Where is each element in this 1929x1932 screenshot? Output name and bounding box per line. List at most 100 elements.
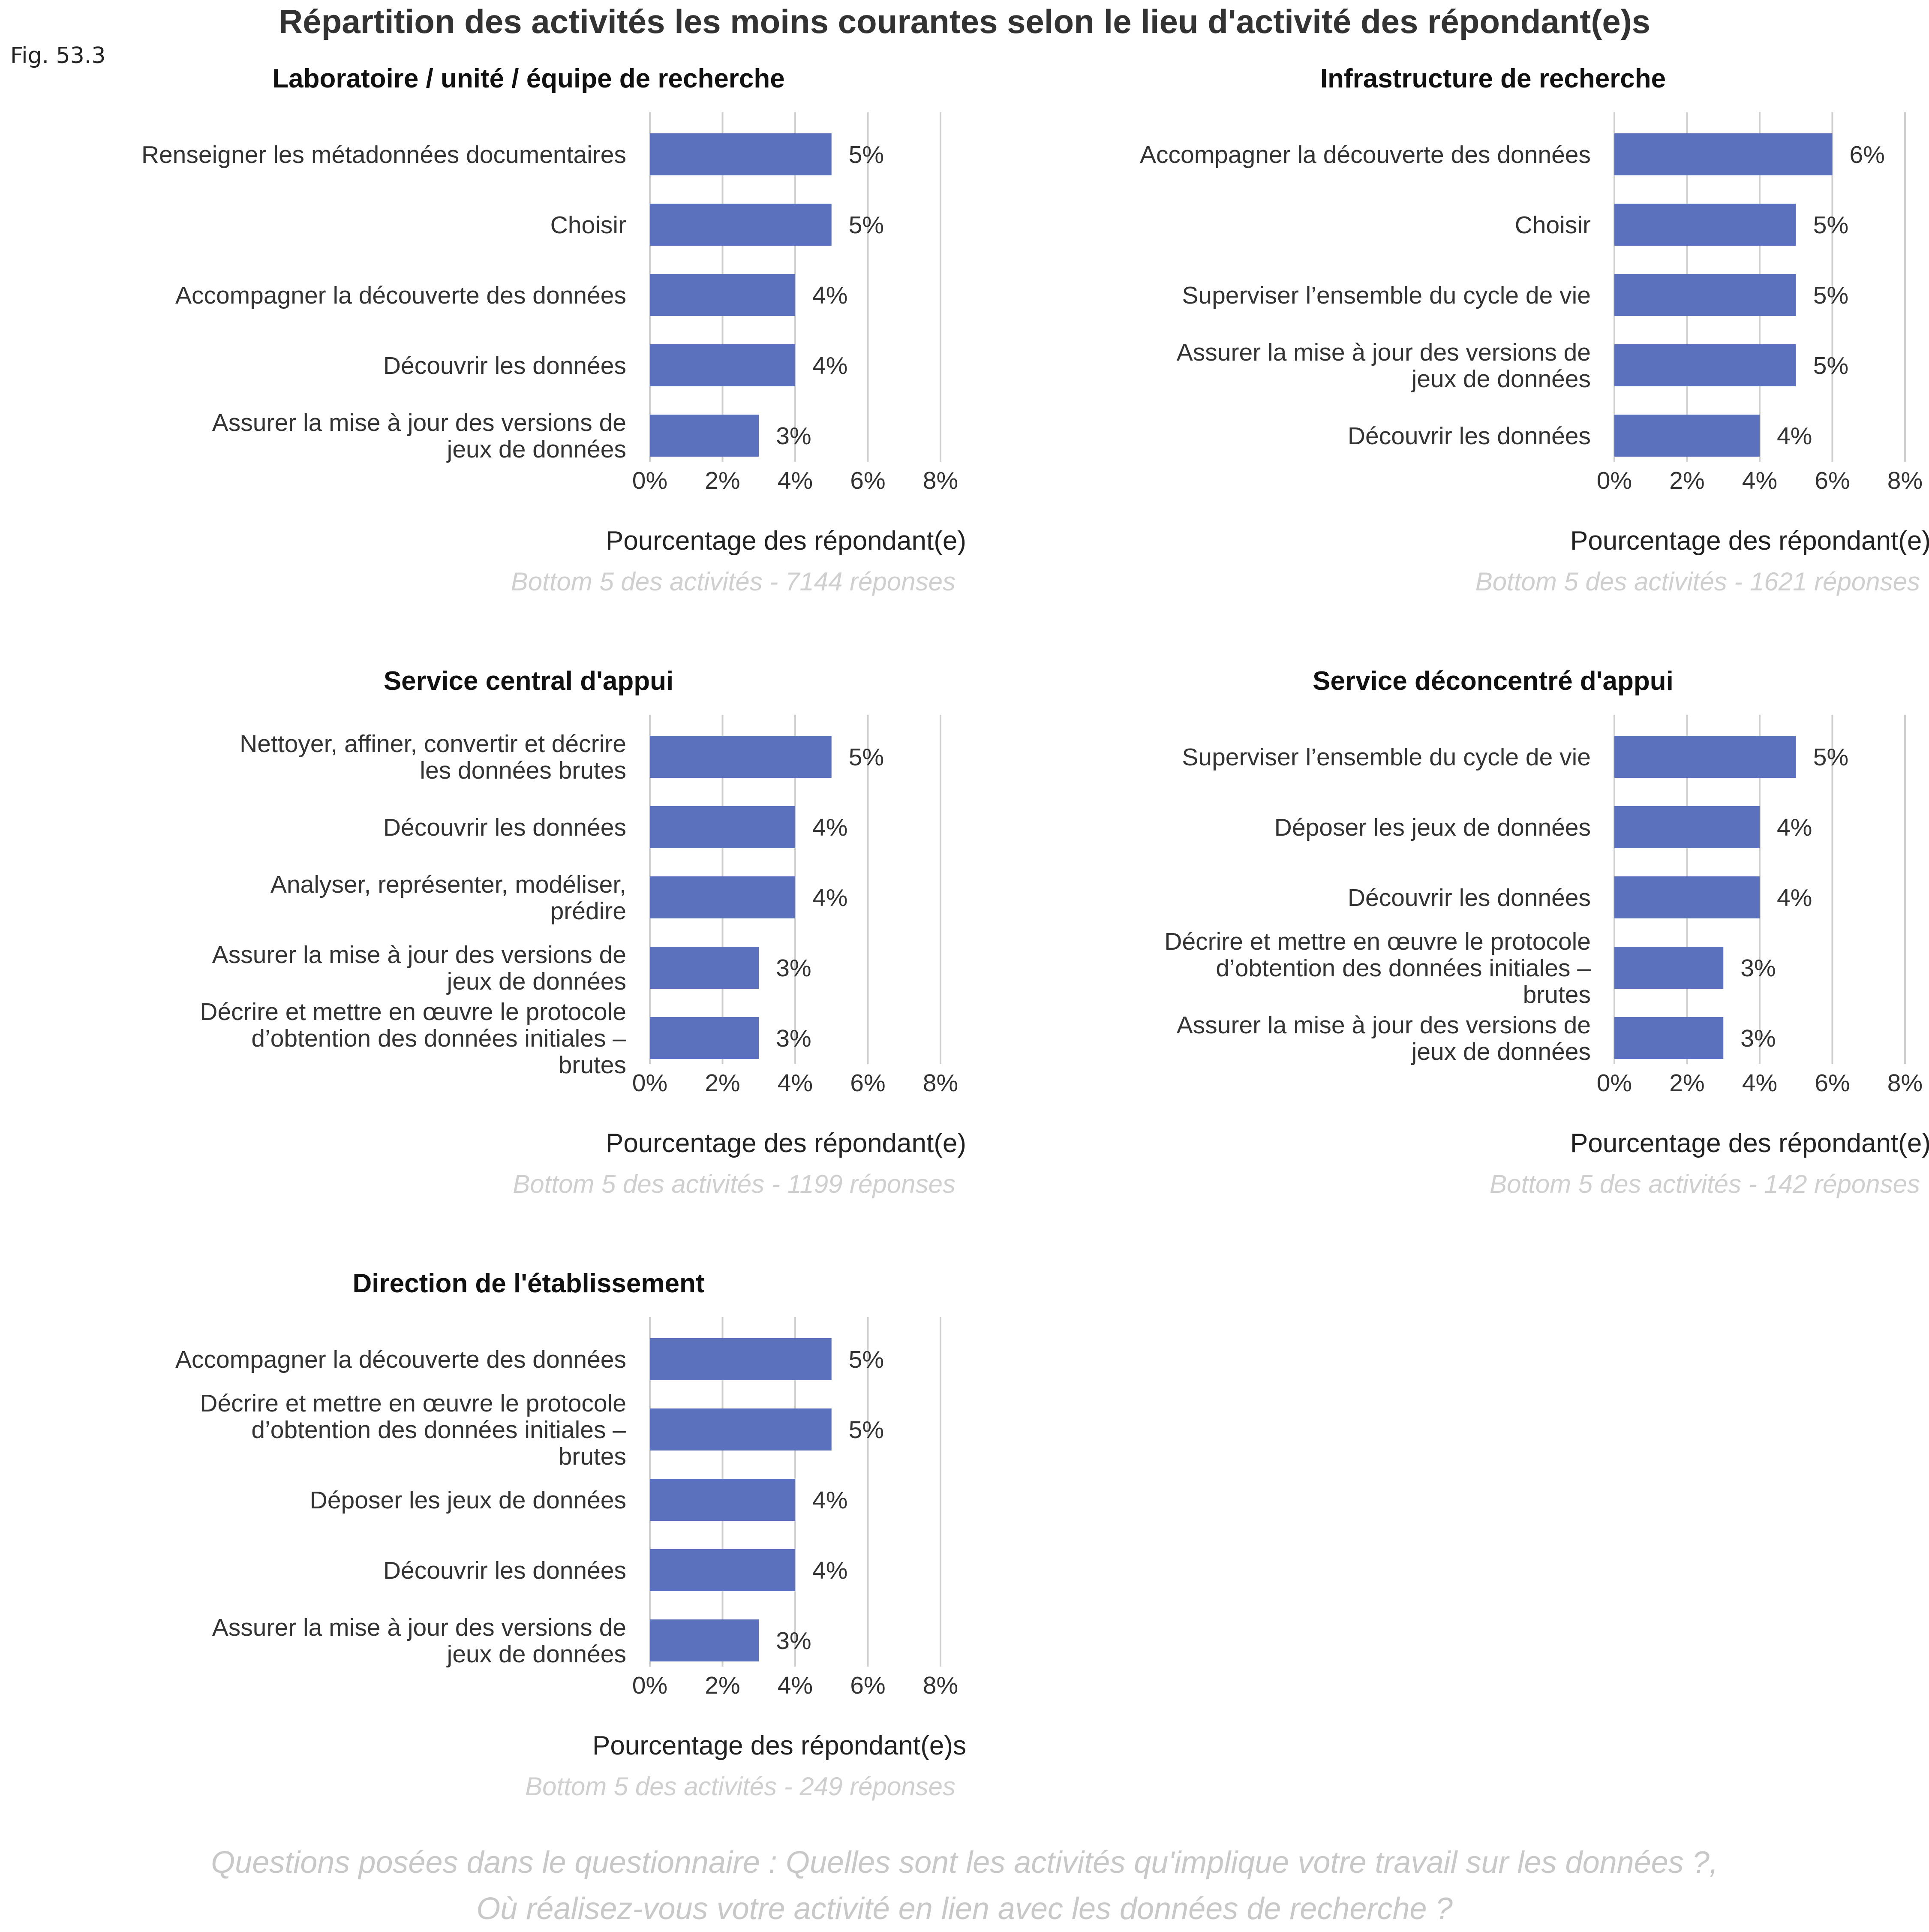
- x-tick-label: 0%: [632, 467, 667, 494]
- panel-title: Infrastructure de recherche: [1320, 64, 1666, 93]
- x-axis-title: Pourcentage des répondant(e): [1570, 1129, 1929, 1158]
- category-label: Accompagner la découverte des données: [175, 1346, 626, 1373]
- x-tick-label: 4%: [1742, 467, 1777, 494]
- value-label: 3%: [776, 954, 811, 982]
- category-label: Décrire et mettre en œuvre le protocole d…: [1164, 928, 1591, 1008]
- panel-title: Service central d'appui: [384, 666, 673, 696]
- category-label: Assurer la mise à jour des versions de je…: [212, 941, 626, 995]
- x-axis-title: Pourcentage des répondant(e): [606, 526, 966, 556]
- value-label: 5%: [849, 211, 884, 239]
- category-label-line: Choisir: [550, 211, 626, 239]
- category-label-line: Découvrir les données: [383, 1557, 626, 1584]
- x-tick-label: 4%: [778, 1672, 813, 1699]
- panel-laboratoire: Laboratoire / unité / équipe de recherch…: [141, 64, 966, 596]
- x-tick-label: 6%: [850, 1672, 885, 1699]
- value-label: 3%: [776, 1025, 811, 1052]
- category-label: Nettoyer, affiner, convertir et décrire l…: [240, 730, 626, 784]
- bar: [650, 204, 832, 246]
- category-label-line: brutes: [1523, 981, 1591, 1008]
- bar: [1614, 415, 1760, 457]
- category-label-line: jeux de données: [446, 968, 626, 995]
- x-tick-label: 8%: [923, 467, 958, 494]
- category-label: Choisir: [1515, 211, 1591, 239]
- category-label-line: Assurer la mise à jour des versions de: [212, 1614, 626, 1641]
- category-label-line: Décrire et mettre en œuvre le protocole: [200, 1390, 626, 1417]
- category-label: Décrire et mettre en œuvre le protocole d…: [200, 998, 626, 1079]
- panel-caption: Bottom 5 des activités - 1199 réponses: [513, 1170, 955, 1198]
- category-label-line: Découvrir les données: [383, 814, 626, 841]
- value-label: 5%: [1813, 352, 1848, 379]
- category-label: Découvrir les données: [1348, 422, 1591, 450]
- x-tick-label: 4%: [778, 1069, 813, 1097]
- bar: [650, 736, 832, 778]
- category-label: Accompagner la découverte des données: [1140, 141, 1591, 169]
- category-label: Déposer les jeux de données: [1274, 814, 1591, 841]
- x-tick-label: 4%: [778, 467, 813, 494]
- value-label: 4%: [1777, 422, 1812, 450]
- category-label-line: Déposer les jeux de données: [310, 1487, 626, 1514]
- bar: [650, 133, 832, 175]
- category-label: Analyser, représenter, modéliser, prédire: [270, 871, 626, 925]
- category-label: Assurer la mise à jour des versions de je…: [212, 409, 626, 463]
- x-tick-label: 0%: [1597, 1069, 1632, 1097]
- category-label-line: Accompagner la découverte des données: [175, 282, 626, 309]
- panel-caption: Bottom 5 des activités - 7144 réponses: [511, 567, 955, 596]
- category-label: Découvrir les données: [383, 352, 626, 379]
- panel-title: Service déconcentré d'appui: [1313, 666, 1674, 696]
- category-label-line: Assurer la mise à jour des versions de: [1177, 339, 1591, 366]
- bar: [650, 1479, 795, 1521]
- bar: [650, 876, 795, 918]
- category-label: Découvrir les données: [383, 814, 626, 841]
- bar: [650, 1549, 795, 1591]
- bar: [650, 947, 759, 989]
- value-label: 5%: [1813, 743, 1848, 771]
- x-tick-label: 6%: [1815, 467, 1850, 494]
- category-label-line: d’obtention des données initiales –: [251, 1025, 626, 1052]
- x-tick-label: 8%: [1887, 467, 1923, 494]
- category-label-line: jeux de données: [446, 436, 626, 463]
- value-label: 4%: [812, 884, 847, 912]
- category-label-line: Assurer la mise à jour des versions de: [212, 941, 626, 969]
- category-label-line: Accompagner la découverte des données: [175, 1346, 626, 1373]
- bar: [650, 1619, 759, 1661]
- category-label: Déposer les jeux de données: [310, 1487, 626, 1514]
- category-label-line: Superviser l’ensemble du cycle de vie: [1182, 282, 1591, 309]
- bar: [650, 274, 795, 316]
- value-label: 6%: [1850, 141, 1885, 169]
- panel-title: Direction de l'établissement: [353, 1269, 705, 1298]
- category-label: Accompagner la découverte des données: [175, 282, 626, 309]
- footer-line-2: Où réalisez-vous votre activité en lien …: [476, 1892, 1453, 1926]
- bar: [1614, 876, 1760, 918]
- category-label: Renseigner les métadonnées documentaires: [141, 141, 626, 169]
- x-axis-title: Pourcentage des répondant(e): [1570, 526, 1929, 556]
- value-label: 4%: [1777, 814, 1812, 841]
- x-tick-label: 0%: [632, 1672, 667, 1699]
- category-label-line: les données brutes: [420, 757, 626, 784]
- category-label: Découvrir les données: [1348, 884, 1591, 912]
- panel-direction: Direction de l'établissement 0% 2% 4% 6% 8% Ac…: [175, 1269, 966, 1801]
- category-label: Découvrir les données: [383, 1557, 626, 1584]
- panel-caption: Bottom 5 des activités - 142 réponses: [1490, 1170, 1920, 1198]
- category-label-line: Décrire et mettre en œuvre le protocole: [200, 998, 626, 1026]
- value-label: 5%: [1813, 282, 1848, 309]
- bar: [1614, 806, 1760, 848]
- category-label-line: prédire: [550, 897, 626, 925]
- value-label: 4%: [812, 814, 847, 841]
- value-label: 3%: [1740, 954, 1776, 982]
- category-label: Décrire et mettre en œuvre le protocole d…: [200, 1390, 626, 1470]
- bar: [650, 1408, 832, 1451]
- category-label-line: d’obtention des données initiales –: [1216, 954, 1591, 982]
- category-label: Superviser l’ensemble du cycle de vie: [1182, 743, 1591, 771]
- bar: [1614, 1017, 1724, 1059]
- bar: [1614, 133, 1833, 175]
- x-tick-label: 2%: [705, 1069, 740, 1097]
- x-tick-label: 2%: [705, 1672, 740, 1699]
- value-label: 4%: [812, 282, 847, 309]
- category-label-line: Découvrir les données: [1348, 884, 1591, 912]
- value-label: 3%: [776, 422, 811, 450]
- x-tick-label: 2%: [1669, 1069, 1704, 1097]
- main-title: Répartition des activités les moins cour…: [278, 3, 1651, 40]
- bar: [650, 806, 795, 848]
- category-label-line: Superviser l’ensemble du cycle de vie: [1182, 743, 1591, 771]
